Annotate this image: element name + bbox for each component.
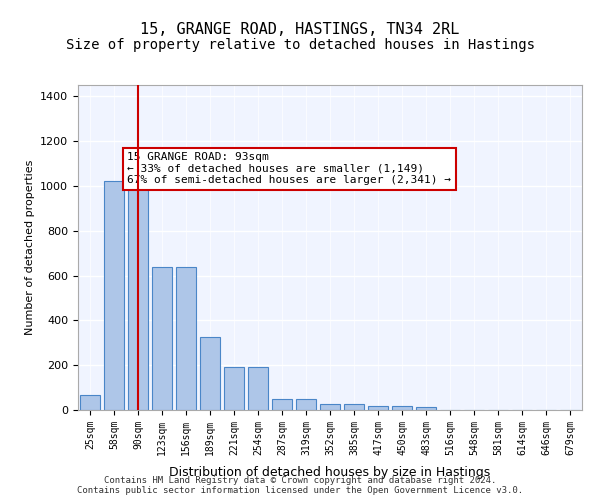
Bar (344, 404, 364, 410)
Bar (416, 408, 436, 410)
Bar (248, 366, 268, 410)
Bar (368, 406, 388, 410)
Text: Size of property relative to detached houses in Hastings: Size of property relative to detached ho… (65, 38, 535, 52)
Bar (296, 399, 316, 410)
Bar (392, 406, 412, 410)
Bar (152, 266, 172, 410)
Text: 15 GRANGE ROAD: 93sqm
← 33% of detached houses are smaller (1,149)
67% of semi-d: 15 GRANGE ROAD: 93sqm ← 33% of detached … (127, 152, 451, 186)
Bar (272, 399, 292, 410)
Bar (80, 396, 100, 410)
Bar (128, 162, 148, 410)
Bar (320, 404, 340, 410)
Bar (200, 337, 220, 410)
Y-axis label: Number of detached properties: Number of detached properties (25, 160, 35, 335)
Bar (224, 366, 244, 410)
Bar (104, 182, 124, 410)
Text: 15, GRANGE ROAD, HASTINGS, TN34 2RL: 15, GRANGE ROAD, HASTINGS, TN34 2RL (140, 22, 460, 38)
X-axis label: Distribution of detached houses by size in Hastings: Distribution of detached houses by size … (169, 466, 491, 479)
Bar (176, 266, 196, 410)
Text: Contains HM Land Registry data © Crown copyright and database right 2024.
Contai: Contains HM Land Registry data © Crown c… (77, 476, 523, 495)
